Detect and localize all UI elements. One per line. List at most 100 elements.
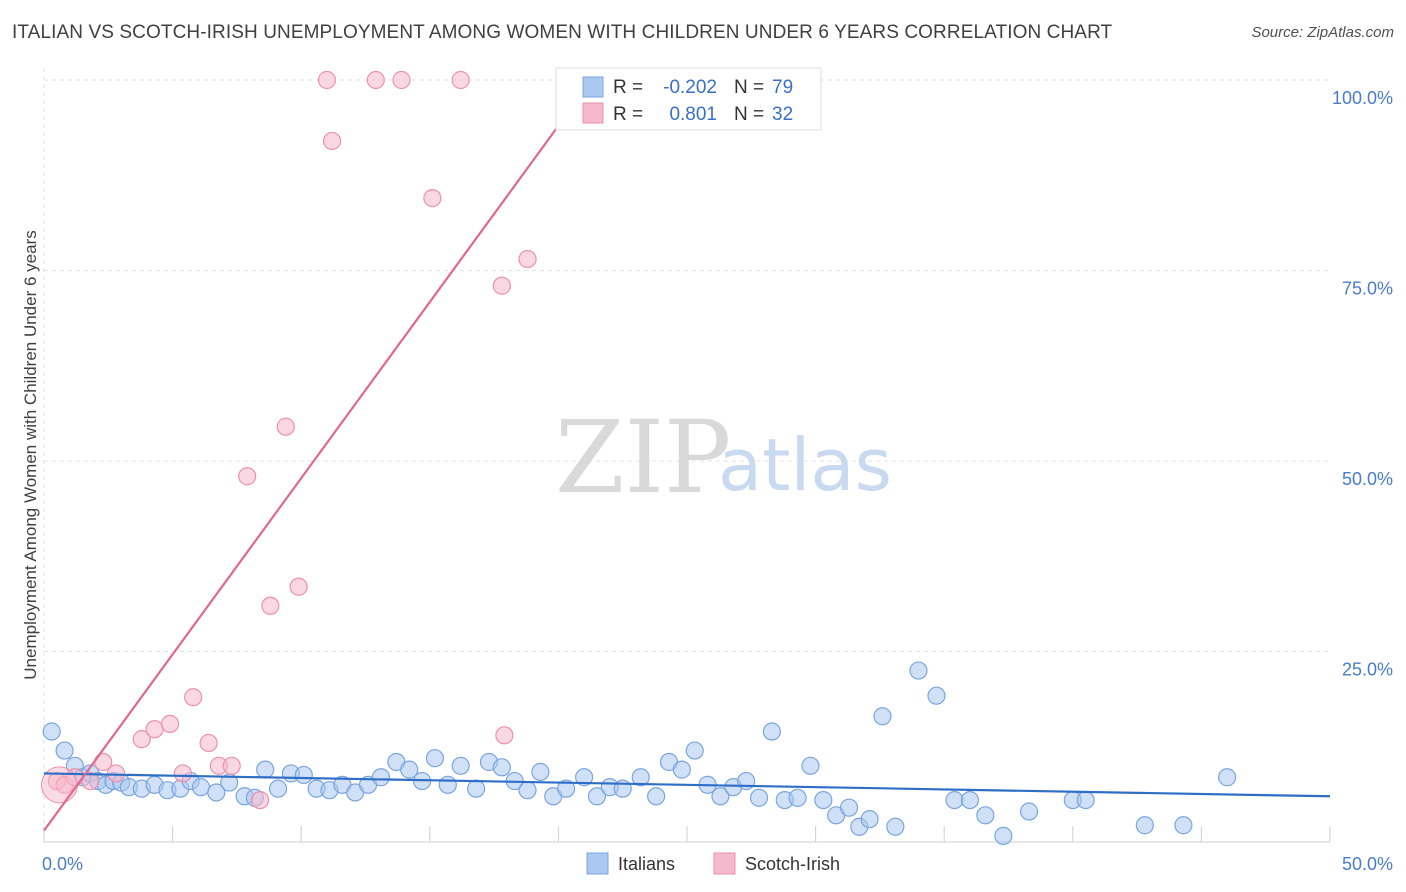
italians-point bbox=[268, 779, 288, 798]
italians-point bbox=[762, 722, 781, 741]
italians-point bbox=[788, 788, 807, 807]
italians-point bbox=[814, 790, 833, 810]
scotch-irish-point bbox=[317, 70, 337, 90]
bottom-legend-label-italians[interactable]: Italians bbox=[618, 854, 675, 874]
italians-point bbox=[1218, 768, 1237, 787]
scotch-irish-point bbox=[40, 766, 78, 804]
axes bbox=[43, 68, 1331, 843]
italians-point bbox=[1076, 790, 1095, 810]
scotch-irish-point bbox=[160, 714, 180, 733]
italians-point bbox=[647, 787, 666, 806]
scotch-irish-point bbox=[276, 417, 295, 436]
italians-point bbox=[371, 768, 391, 787]
italians-point bbox=[749, 788, 769, 807]
italians-point bbox=[294, 765, 313, 785]
italians-point bbox=[451, 756, 470, 775]
italians-point bbox=[42, 722, 61, 741]
italians-point bbox=[492, 758, 511, 777]
italians-points bbox=[42, 661, 1237, 846]
italians-point bbox=[466, 779, 486, 798]
scotch-irish-point bbox=[250, 790, 270, 810]
scotch-irish-point bbox=[518, 249, 537, 269]
italians-point bbox=[927, 686, 946, 705]
italians-point bbox=[631, 768, 650, 787]
italians-point bbox=[575, 768, 594, 787]
y-tick-label: 100.0% bbox=[1332, 88, 1393, 108]
x-tick-labels: 0.0% 50.0% bbox=[42, 854, 1393, 874]
scotch-irish-point bbox=[423, 189, 442, 208]
italians-point bbox=[557, 779, 576, 798]
italians-point bbox=[1174, 816, 1193, 835]
source-label: Source: ZipAtlas.com bbox=[1251, 24, 1394, 41]
chart-title: ITALIAN VS SCOTCH-IRISH UNEMPLOYMENT AMO… bbox=[12, 22, 1113, 43]
legend-r-value-scotch-irish: 0.801 bbox=[669, 104, 717, 125]
y-tick-labels: 100.0% 75.0% 50.0% 25.0% bbox=[1332, 88, 1393, 680]
legend-r-label-italians: R = bbox=[613, 77, 643, 98]
italians-point bbox=[55, 741, 74, 760]
series-legend: Italians Scotch-Irish bbox=[586, 852, 840, 875]
scotch-irish-point bbox=[81, 771, 100, 791]
italians-point bbox=[976, 806, 995, 825]
italians-point bbox=[945, 790, 964, 810]
x-tick-label: 0.0% bbox=[42, 854, 83, 874]
italians-point bbox=[191, 778, 210, 797]
italians-point bbox=[672, 760, 691, 779]
watermark: ZIP atlas bbox=[555, 399, 892, 516]
italians-point bbox=[685, 741, 704, 760]
y-tick-label: 75.0% bbox=[1342, 279, 1393, 299]
bottom-legend-swatch-italians[interactable] bbox=[586, 852, 609, 875]
italians-point bbox=[1135, 816, 1154, 835]
italians-point bbox=[886, 817, 905, 836]
watermark-atlas: atlas bbox=[718, 423, 892, 507]
scotch-irish-point bbox=[495, 726, 514, 745]
italians-point bbox=[839, 798, 859, 817]
legend-n-label-scotch-irish: N = bbox=[734, 104, 764, 125]
legend-r-value-italians: -0.202 bbox=[663, 77, 717, 98]
legend-swatch-italians bbox=[582, 76, 604, 98]
italians-trend-line bbox=[43, 772, 1331, 798]
italians-point bbox=[518, 781, 537, 800]
scotch-irish-point bbox=[145, 720, 164, 739]
y-tick-label: 25.0% bbox=[1342, 660, 1393, 680]
scotch-irish-point bbox=[173, 764, 192, 783]
scotch-irish-point bbox=[492, 276, 511, 295]
italians-point bbox=[587, 787, 607, 806]
bottom-legend-swatch-scotch-irish[interactable] bbox=[713, 852, 736, 875]
scotch-irish-point bbox=[132, 730, 151, 749]
legend-n-label-italians: N = bbox=[734, 77, 764, 98]
scotch-irish-point bbox=[261, 596, 280, 615]
trend-lines bbox=[43, 79, 1331, 832]
italians-point bbox=[1019, 802, 1039, 821]
legend-n-value-scotch-irish: 32 bbox=[772, 104, 793, 125]
italians-point bbox=[994, 826, 1013, 846]
scotch-irish-point bbox=[322, 131, 342, 151]
italians-point bbox=[801, 756, 820, 775]
y-tick-label: 50.0% bbox=[1342, 469, 1393, 489]
scotch-irish-point bbox=[289, 577, 308, 596]
bottom-legend-label-scotch-irish[interactable]: Scotch-Irish bbox=[745, 854, 840, 874]
scotch-irish-point bbox=[451, 70, 470, 90]
italians-point bbox=[400, 760, 419, 779]
scotch-irish-point bbox=[392, 70, 411, 90]
legend-swatch-scotch-irish bbox=[582, 102, 604, 124]
italians-point bbox=[256, 760, 275, 779]
italians-point bbox=[960, 790, 980, 810]
correlation-legend: R = -0.202 N = 79 R = 0.801 N = 32 bbox=[555, 67, 822, 131]
watermark-zip: ZIP bbox=[555, 399, 731, 516]
italians-point bbox=[438, 775, 457, 794]
scotch-irish-point bbox=[199, 733, 218, 753]
italians-point bbox=[425, 749, 445, 768]
scotch-irish-point bbox=[106, 764, 126, 783]
scotch-irish-point bbox=[366, 70, 385, 90]
scotch-irish-points bbox=[40, 70, 722, 810]
italians-point bbox=[909, 661, 928, 680]
italians-point bbox=[860, 810, 879, 829]
x-tick-label: 50.0% bbox=[1342, 854, 1393, 874]
italians-point bbox=[207, 783, 226, 802]
scotch-irish-point bbox=[222, 756, 241, 775]
legend-r-label-scotch-irish: R = bbox=[613, 104, 643, 125]
y-axis-title: Unemployment Among Women with Children U… bbox=[21, 230, 40, 679]
scotch-irish-point bbox=[184, 688, 203, 707]
legend-n-value-italians: 79 bbox=[772, 77, 793, 98]
